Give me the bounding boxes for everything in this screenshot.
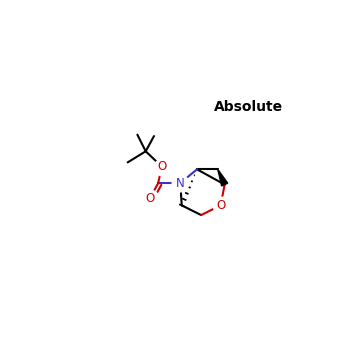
Text: O: O: [157, 160, 166, 173]
Polygon shape: [218, 169, 228, 186]
Text: N: N: [176, 177, 185, 190]
Text: O: O: [145, 192, 154, 205]
Text: Absolute: Absolute: [214, 100, 283, 114]
Text: O: O: [216, 199, 225, 212]
